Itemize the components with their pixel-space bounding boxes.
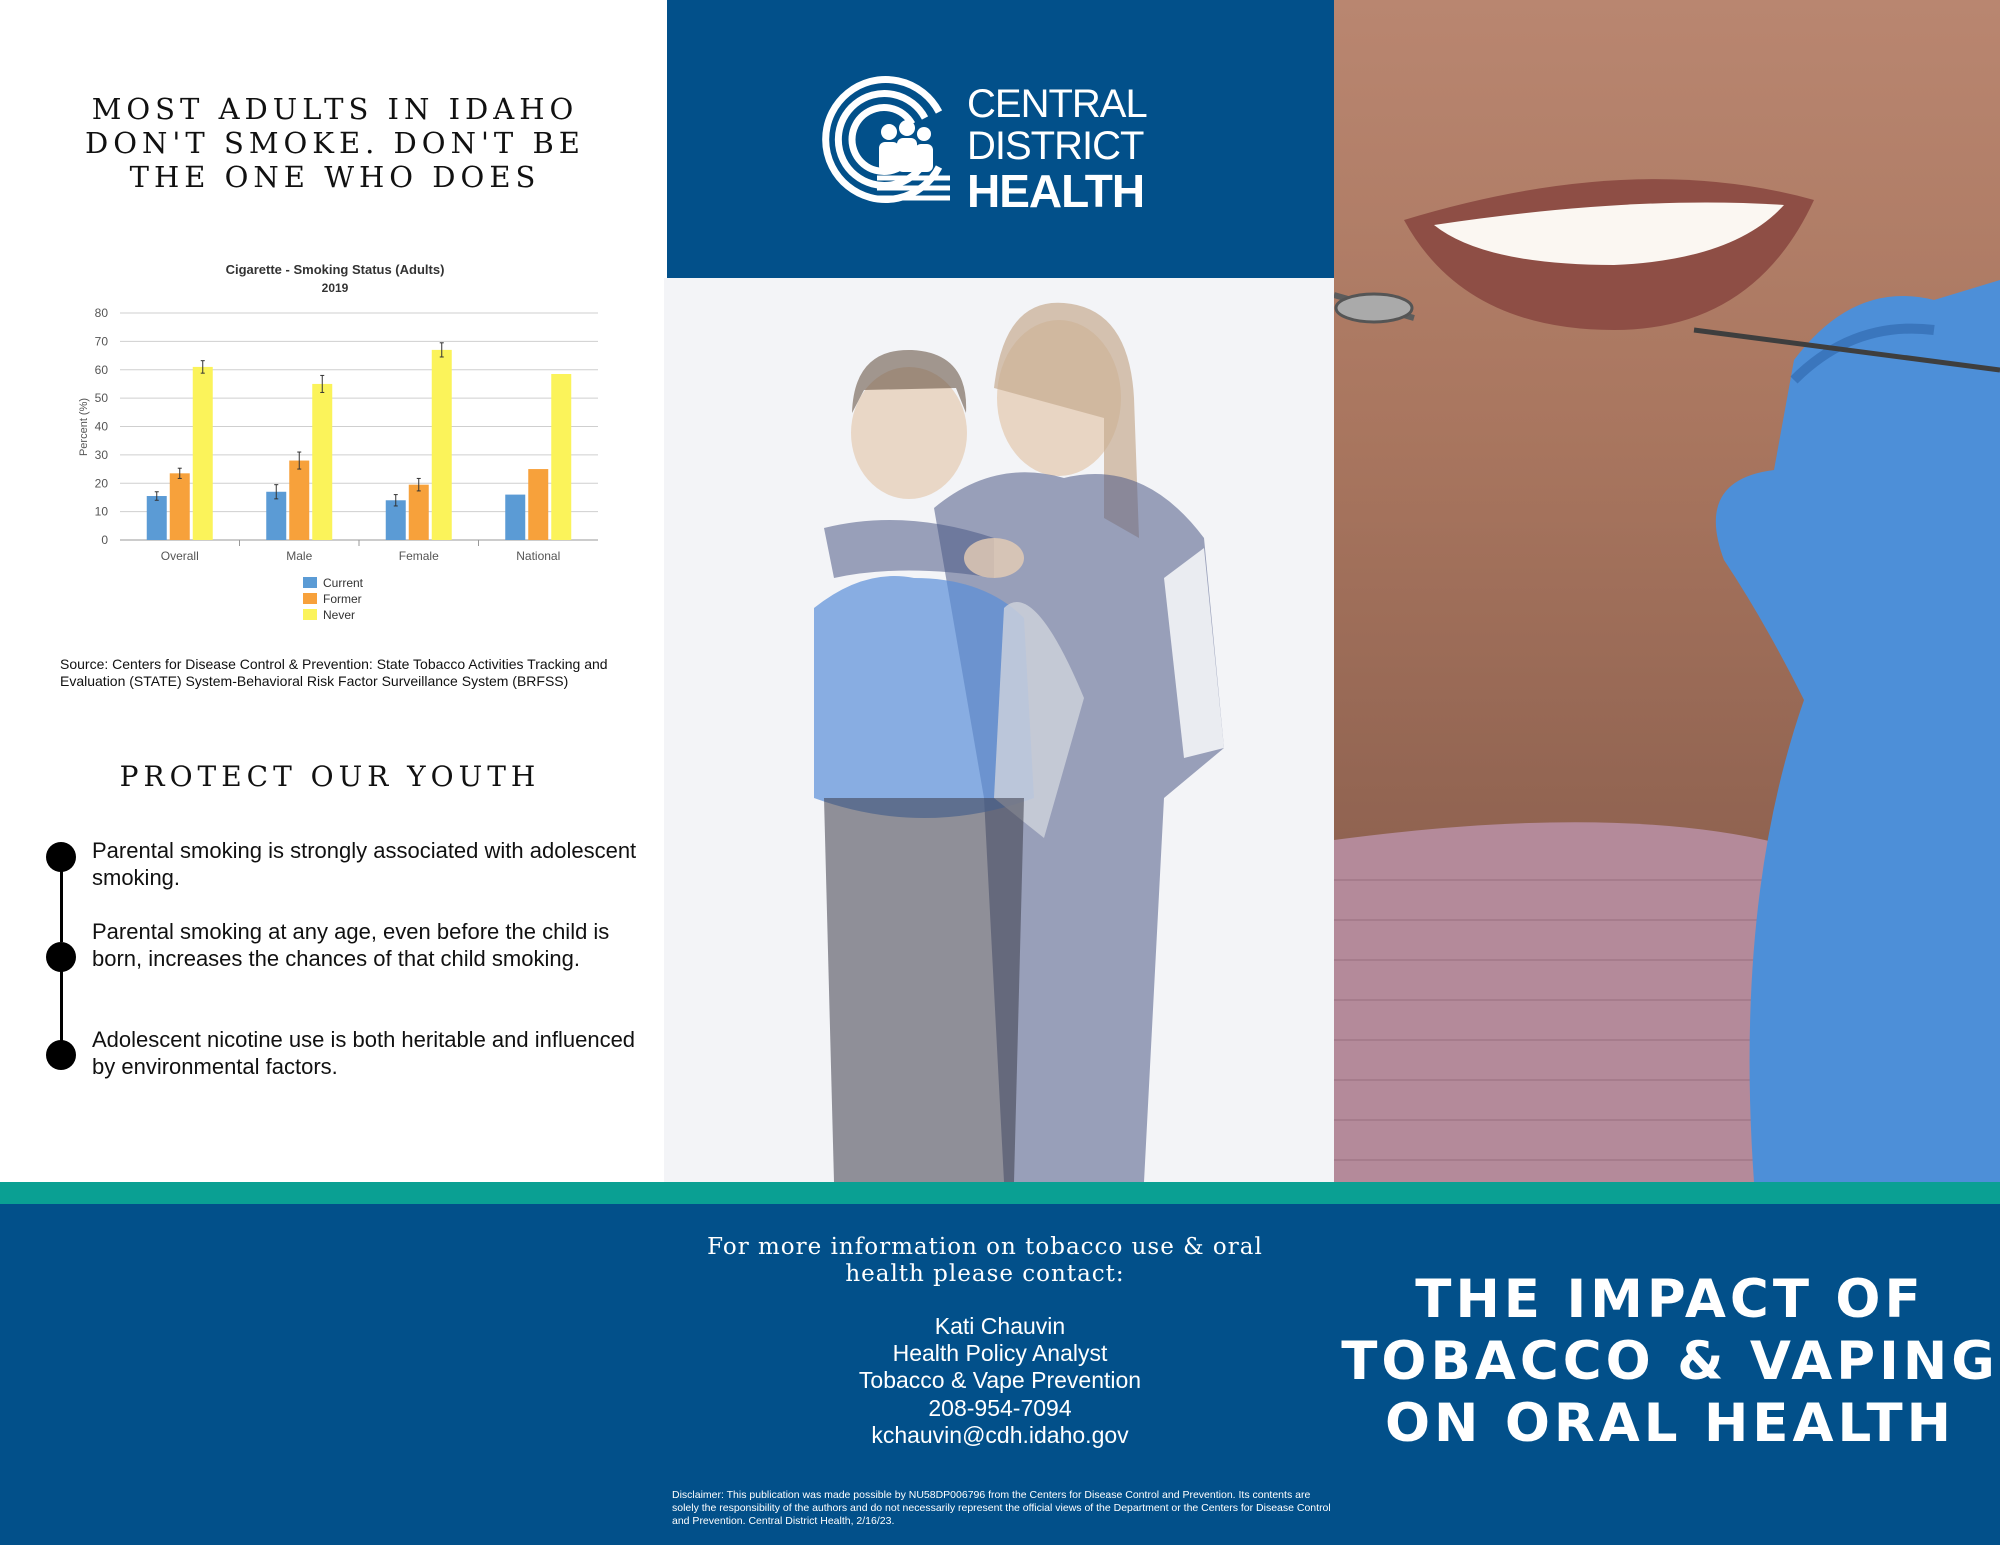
timeline-line: [60, 970, 63, 1050]
x-tick-label: Overall: [161, 549, 199, 563]
timeline-dot: [46, 842, 76, 872]
legend-label: Never: [323, 608, 355, 622]
smoking-status-chart: Cigarette - Smoking Status (Adults) 2019…: [40, 255, 620, 645]
y-tick-label: 70: [95, 334, 109, 348]
brochure-title-line: TOBACCO & VAPING: [1341, 1331, 1999, 1392]
y-tick-label: 10: [95, 505, 109, 519]
brochure-title-line: ON ORAL HEALTH: [1384, 1393, 1956, 1454]
chart-grid: 0 10 20 30 40 50 60 70 80: [95, 306, 598, 547]
y-tick-label: 50: [95, 391, 109, 405]
timeline-dot: [46, 942, 76, 972]
chart-subtitle: 2019: [322, 281, 349, 295]
bar-current-overall: [146, 496, 167, 540]
legend-swatch: [303, 593, 317, 604]
contact-email[interactable]: kchauvin@cdh.idaho.gov: [871, 1422, 1129, 1448]
bar-never-national: [551, 374, 572, 540]
timeline-dot: [46, 1040, 76, 1070]
contact-phone[interactable]: 208-954-7094: [928, 1395, 1072, 1421]
x-tick-label: National: [516, 549, 560, 563]
contact-intro: For more information on tobacco use & or…: [707, 1234, 1263, 1287]
cdh-logo-icon: [822, 76, 950, 203]
left-panel: MOST ADULTS IN IDAHO DON'T SMOKE. DON'T …: [0, 0, 664, 1182]
brand-block: CENTRAL DISTRICT HEALTH: [667, 0, 1334, 278]
bar-former-female: [408, 484, 429, 540]
y-tick-label: 20: [95, 476, 109, 490]
y-tick-label: 0: [101, 533, 108, 547]
contact-program: Tobacco & Vape Prevention: [858, 1367, 1142, 1393]
logo-text-central: CENTRAL: [967, 82, 1148, 126]
y-axis-label: Percent (%): [78, 398, 90, 456]
bar-never-overall: [192, 366, 213, 540]
footer-band: For more information on tobacco use & or…: [0, 1204, 2000, 1545]
protect-youth-heading: PROTECT OUR YOUTH: [119, 760, 541, 793]
legend-label: Current: [323, 576, 364, 590]
disclaimer: Disclaimer: This publication was made po…: [672, 1489, 1331, 1527]
bar-former-national: [528, 469, 549, 540]
chart-title: Cigarette - Smoking Status (Adults): [226, 262, 445, 277]
legend-swatch: [303, 609, 317, 620]
bar-never-female: [431, 349, 452, 540]
legend-swatch: [303, 577, 317, 588]
x-tick-label: Male: [286, 549, 312, 563]
bar-former-overall: [169, 473, 190, 540]
timeline-line: [60, 870, 63, 942]
dental-exam-photo: [1334, 0, 2000, 1182]
teal-divider: [0, 1182, 2000, 1204]
bullet-item: Parental smoking at any age, even before…: [92, 919, 610, 971]
chart-legend: Current Former Never: [303, 576, 364, 622]
bar-never-male: [312, 383, 333, 540]
brochure-title-line: THE IMPACT OF: [1415, 1269, 1925, 1330]
logo-text-district: DISTRICT: [967, 124, 1144, 168]
contact-role: Health Policy Analyst: [892, 1340, 1108, 1366]
bullet-timeline: [46, 842, 76, 1070]
y-tick-label: 40: [95, 420, 109, 434]
smoking-heading: MOST ADULTS IN IDAHO DON'T SMOKE. DON'T …: [85, 92, 585, 194]
legend-label: Former: [323, 592, 362, 606]
bar-former-male: [289, 460, 310, 540]
y-tick-label: 80: [95, 306, 109, 320]
y-tick-label: 60: [95, 363, 109, 377]
chart-bars: [146, 342, 572, 540]
source-note: Source: Centers for Disease Control & Pr…: [60, 656, 608, 689]
bullet-item: Parental smoking is strongly associated …: [92, 838, 637, 890]
bullet-item: Adolescent nicotine use is both heritabl…: [92, 1027, 636, 1079]
contact-name: Kati Chauvin: [934, 1313, 1066, 1339]
logo-text-health: HEALTH: [967, 165, 1145, 217]
x-tick-label: Female: [399, 549, 439, 563]
mother-son-photo: [664, 278, 1334, 1182]
bar-current-national: [505, 494, 526, 540]
y-tick-label: 30: [95, 448, 109, 462]
chart-x-labels: Overall Male Female National: [161, 540, 560, 563]
bar-current-male: [266, 491, 287, 540]
bar-current-female: [385, 500, 406, 540]
